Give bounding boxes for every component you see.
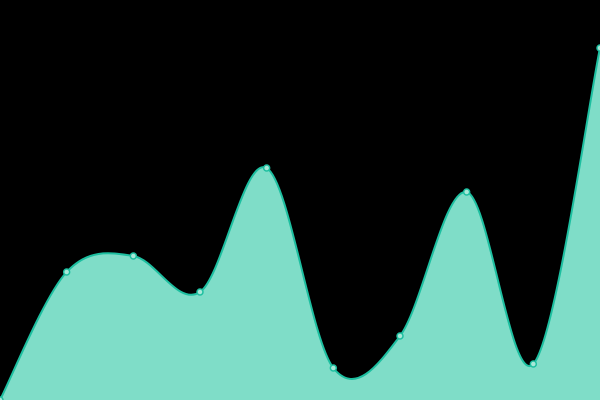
data-point[interactable]	[396, 332, 404, 340]
data-point[interactable]	[0, 396, 4, 400]
data-point[interactable]	[529, 360, 538, 368]
data-point[interactable]	[62, 268, 71, 276]
data-point[interactable]	[329, 364, 338, 372]
data-point[interactable]	[196, 288, 204, 296]
data-point[interactable]	[129, 252, 138, 260]
data-point[interactable]	[262, 164, 271, 172]
data-point[interactable]	[596, 44, 600, 52]
area-line	[0, 47, 600, 400]
data-point[interactable]	[462, 188, 471, 196]
area-fill	[0, 48, 600, 400]
data-point-markers	[0, 44, 600, 400]
